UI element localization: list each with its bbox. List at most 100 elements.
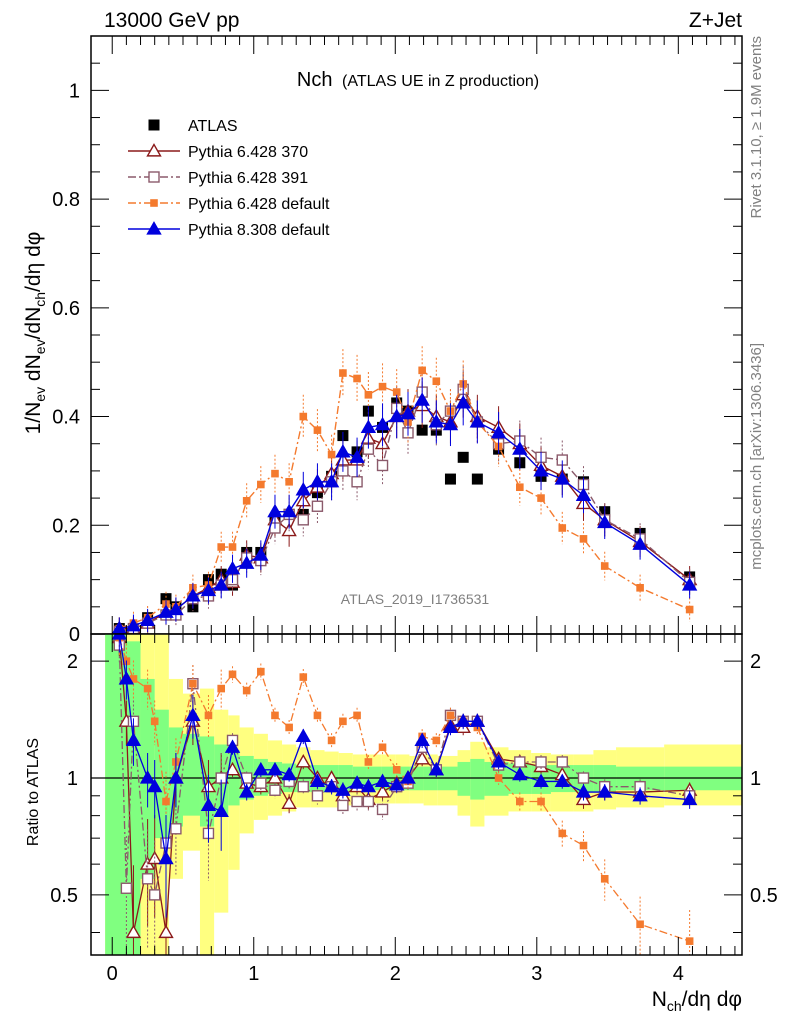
ratio-panel: 0.5 0.5 1 1 2 2 Ratio to ATLAS [25,633,778,956]
legend-label: ATLAS [188,118,238,135]
legend-entry-0: ATLAS [148,118,238,135]
ratio-point [204,711,213,720]
data-point [299,412,308,421]
legend-marker [148,171,160,183]
ratio-point [217,684,225,693]
ratio-point [327,736,336,745]
data-point [217,543,225,551]
ratio-point [362,795,375,808]
ratio-point [143,684,152,693]
ratio-point [255,777,267,789]
ratio-point [432,736,441,745]
data-point [224,560,241,575]
data-point [444,473,456,485]
ratio-point [257,667,265,676]
ratio-point [512,766,528,781]
ratio-point [189,679,197,688]
legend-marker [146,221,162,235]
ratio-point [238,784,255,798]
data-point [139,612,156,626]
legend-marker [148,119,160,131]
ratio-series-3 [111,634,698,918]
data-point [313,426,322,434]
ratio-point [139,770,156,784]
data-point [185,588,201,602]
ratio-point [295,728,311,742]
y-tick-label: 0.2 [52,515,80,537]
uncertainty-band-green [182,733,200,816]
series-line-3 [119,369,690,630]
ratio-point [353,711,361,720]
analysis-label: ATLAS_2019_I1736531 [341,591,490,607]
data-point [471,473,483,485]
data-point [228,543,237,551]
uncertainty-band-green [457,761,471,796]
data-point [416,424,428,436]
ratio-y-tick-label-right: 1 [750,768,761,790]
ratio-point [442,719,459,734]
legend-entry-4: Pythia 8.308 default [128,221,330,239]
ratio-point [269,784,281,796]
ratio-point [170,823,182,835]
data-point [285,477,293,486]
data-point [327,450,336,459]
ratio-point [558,829,567,838]
ratio-point [516,797,524,806]
data-point [558,524,567,532]
ratio-point [494,774,503,782]
ratio-point [533,773,549,788]
data-point [685,605,694,614]
mcplots-label: mcplots.cern.ch [arXiv:1306.3436] [748,343,765,570]
ratio-point [376,803,389,816]
ratio-point [490,754,507,768]
ratio-point [158,850,174,865]
ratio-point [281,795,297,810]
ratio-point [364,758,373,766]
ratio-point [636,920,644,929]
legend-label: Pythia 6.428 370 [188,144,308,161]
main-title-name: Nch [297,69,333,91]
ratio-point [299,673,308,681]
y-tick-label: 1 [69,80,80,102]
ratio-point [349,775,365,789]
ratio-point [514,756,526,768]
data-point [490,424,507,439]
legend-label: Pythia 6.428 default [188,196,330,213]
main-title-sub: (ATLAS UE in Z production) [342,73,539,90]
ratio-point [285,723,293,732]
ratio-point [374,784,391,798]
ratio-frame [90,633,743,956]
data-point [253,547,269,561]
data-point [432,377,441,386]
ratio-point [428,761,445,776]
ratio-point [455,713,471,727]
ratio-point [168,770,184,784]
ratio-point [577,772,590,784]
ratio-point [311,790,324,802]
legend-marker [150,199,158,207]
ratio-point [685,937,694,945]
data-point [457,451,469,463]
rivet-version-label: Rivet 3.1.10, ≥ 1.9M events [748,36,765,219]
legend-entry-3: Pythia 6.428 default [128,196,330,213]
data-point [516,483,524,492]
data-point [376,459,389,472]
ratio-point [118,671,135,685]
data-point [267,503,283,518]
ratio-point [575,784,592,798]
data-point [349,449,365,463]
ratio-point [125,924,142,939]
data-point [632,536,648,550]
y-tick-label: 0 [69,624,80,646]
data-point [335,443,351,458]
ratio-y-axis-label: Ratio to ATLAS [25,738,42,846]
ratio-point [200,797,217,812]
ratio-point [271,711,279,720]
ratio-point [309,773,326,788]
legend-label: Pythia 6.428 391 [188,170,308,187]
data-point [295,482,311,496]
ratio-y-tick-label: 2 [67,651,78,673]
ratio-point [323,778,340,793]
data-point [323,473,340,488]
